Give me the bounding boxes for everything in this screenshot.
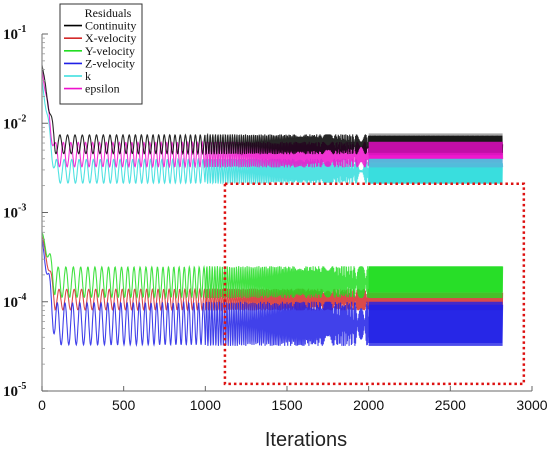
x-tick-label: 3000 (516, 397, 547, 413)
annotation-box (223, 182, 526, 386)
legend-title: Residuals (85, 6, 132, 20)
y-tick-label: 10-5 (3, 381, 26, 400)
x-tick-label: 500 (112, 397, 136, 413)
legend-entry: Z-velocity (85, 56, 135, 70)
legend-entry: Continuity (85, 19, 136, 33)
series-band-y-velocity (368, 266, 503, 299)
series-band-k (368, 158, 503, 184)
x-tick-label: 0 (38, 397, 46, 413)
y-tick-label: 10-1 (3, 24, 26, 43)
legend-entry: epsilon (85, 82, 120, 96)
y-tick-label: 10-4 (3, 292, 26, 311)
legend-box (59, 3, 143, 105)
series-band-z-velocity (368, 301, 503, 346)
y-tick-label: 10-3 (3, 203, 26, 222)
x-axis-label: Iterations (265, 429, 347, 451)
x-tick-label: 1000 (190, 397, 221, 413)
legend: ResidualsContinuityX-velocityY-velocityZ… (59, 3, 143, 105)
y-tick-label: 10-2 (3, 113, 26, 132)
x-tick-label: 1500 (271, 397, 302, 413)
legend-entry: k (85, 69, 91, 83)
legend-entry: X-velocity (85, 31, 136, 45)
x-tick-label: 2000 (353, 397, 384, 413)
series-layer (41, 64, 504, 347)
legend-entry: Y-velocity (85, 44, 135, 58)
x-tick-label: 2500 (435, 397, 466, 413)
